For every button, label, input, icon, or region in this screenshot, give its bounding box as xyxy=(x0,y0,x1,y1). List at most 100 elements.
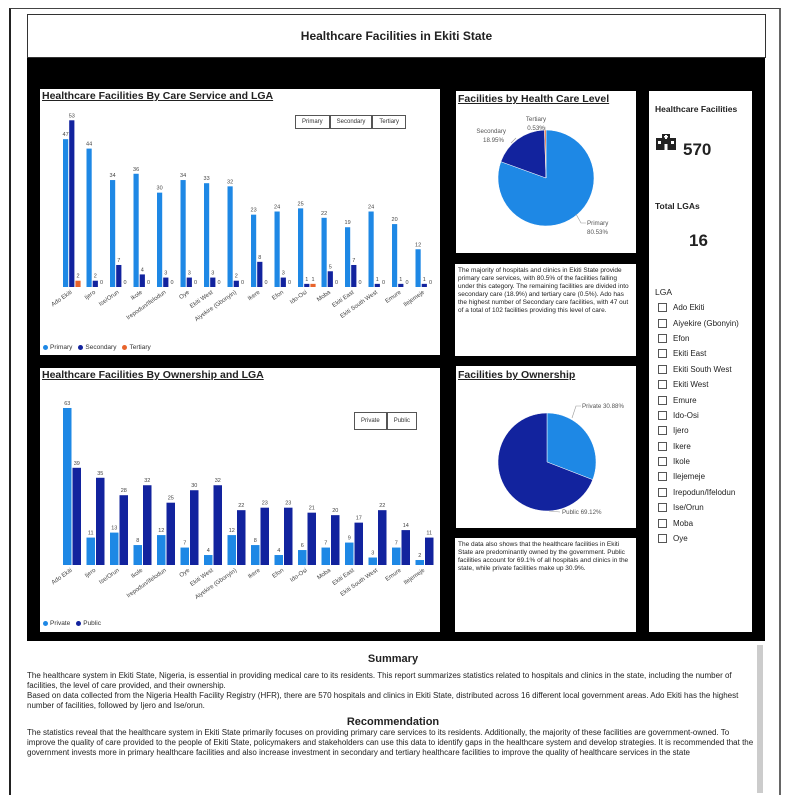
bar-public xyxy=(143,485,152,565)
bar-public xyxy=(307,512,316,565)
lga-option[interactable]: Emure xyxy=(658,392,739,407)
data-label-tertiary: 0 xyxy=(429,280,432,286)
lga-option[interactable]: Oye xyxy=(658,531,739,546)
bar-tertiary xyxy=(75,280,81,287)
data-label-secondary: 3 xyxy=(282,271,285,277)
lga-option[interactable]: Ikole xyxy=(658,454,739,469)
data-label-tertiary: 0 xyxy=(382,280,385,286)
care-legend: Primary Secondary Tertiary xyxy=(43,344,151,351)
x-tick-label: Aiyekire (Gbonyin) xyxy=(194,568,238,601)
slicer-primary[interactable]: Primary xyxy=(295,115,330,129)
bar-secondary xyxy=(233,280,239,287)
x-tick-label: Ido-Osi xyxy=(289,290,308,306)
lgas-label: Total LGAs xyxy=(655,201,700,211)
lga-option[interactable]: Ijero xyxy=(658,423,739,438)
data-label-private: 8 xyxy=(136,538,139,544)
data-label-secondary: 2 xyxy=(94,274,97,280)
x-tick-label: Emure xyxy=(385,567,403,582)
data-label-primary: 24 xyxy=(274,205,280,211)
checkbox[interactable] xyxy=(658,457,667,467)
checkbox[interactable] xyxy=(658,364,667,374)
bar-primary xyxy=(227,186,233,287)
report-frame xyxy=(9,8,781,795)
lga-option[interactable]: Ikere xyxy=(658,439,739,454)
scrollbar[interactable] xyxy=(757,645,763,793)
bar-primary xyxy=(274,211,280,287)
care-slicer[interactable]: Primary Secondary Tertiary xyxy=(295,115,407,129)
pie-slice-primary xyxy=(497,129,595,227)
lga-option[interactable]: Ise/Orun xyxy=(658,500,739,515)
legend-public: Public xyxy=(76,620,101,627)
bar-private xyxy=(415,560,424,565)
pie-slice-private xyxy=(546,412,597,481)
bar-private xyxy=(392,547,401,565)
ownership-slicer[interactable]: Private Public xyxy=(354,412,418,430)
level-chart-title: Facilities by Health Care Level xyxy=(458,93,610,105)
lga-option[interactable]: Ido-Osi xyxy=(658,408,739,423)
lga-option[interactable]: Ado Ekiti xyxy=(658,300,739,315)
bar-private xyxy=(345,542,354,565)
slicer-secondary[interactable]: Secondary xyxy=(329,115,373,129)
data-label-primary: 30 xyxy=(157,186,163,192)
leader-line-tertiary xyxy=(539,126,546,130)
checkbox[interactable] xyxy=(658,472,667,482)
x-tick-label: Efon xyxy=(271,290,285,302)
x-tick-label: Ikole xyxy=(130,567,144,580)
level-note-panel: The majority of hospitals and clinics in… xyxy=(455,264,636,356)
slicer-public[interactable]: Public xyxy=(386,412,418,430)
ownership-panel: Healthcare Facilities By Ownership and L… xyxy=(40,368,440,632)
bar-primary xyxy=(298,208,304,287)
lga-option[interactable]: Moba xyxy=(658,515,739,530)
data-label-public: 28 xyxy=(121,488,127,494)
page-title: Healthcare Facilities in Ekiti State xyxy=(27,14,766,58)
data-label-tertiary: 0 xyxy=(264,280,267,286)
checkbox[interactable] xyxy=(658,441,667,451)
ownership-pie-chart: Private 30.88% Public 69.12% xyxy=(497,403,624,516)
checkbox[interactable] xyxy=(658,303,667,313)
lga-option[interactable]: Ekiti West xyxy=(658,377,739,392)
lga-option-label: Oye xyxy=(673,534,688,544)
bar-private xyxy=(110,532,119,565)
checkbox[interactable] xyxy=(658,426,667,436)
checkbox[interactable] xyxy=(658,534,667,544)
legend-tertiary: Tertiary xyxy=(122,344,151,351)
data-label-tertiary: 0 xyxy=(147,280,150,286)
checkbox[interactable] xyxy=(658,333,667,343)
bar-public xyxy=(401,530,410,565)
data-label-public: 23 xyxy=(285,501,291,507)
lga-option[interactable]: Efon xyxy=(658,331,739,346)
checkbox[interactable] xyxy=(658,503,667,513)
checkbox[interactable] xyxy=(658,487,667,497)
lga-option[interactable]: Irepodun/Ifelodun xyxy=(658,485,739,500)
checkbox[interactable] xyxy=(658,410,667,420)
lga-option[interactable]: Aiyekire (Gbonyin) xyxy=(658,315,739,330)
bar-private xyxy=(251,545,260,565)
lga-option-label: Efon xyxy=(673,333,690,343)
checkbox[interactable] xyxy=(658,395,667,405)
x-tick-label: Ilejemeje xyxy=(403,567,427,586)
lga-option[interactable]: Ekiti South West xyxy=(658,362,739,377)
checkbox[interactable] xyxy=(658,518,667,528)
bar-secondary xyxy=(304,283,310,287)
data-label-secondary: 3 xyxy=(211,271,214,277)
checkbox[interactable] xyxy=(658,349,667,359)
data-label-tertiary: 0 xyxy=(194,280,197,286)
lga-option[interactable]: Ilejemeje xyxy=(658,469,739,484)
data-label-public: 30 xyxy=(191,483,197,489)
checkbox[interactable] xyxy=(658,380,667,390)
data-label-primary: 32 xyxy=(227,179,233,185)
slicer-tertiary[interactable]: Tertiary xyxy=(372,115,407,129)
lga-option-label: Irepodun/Ifelodun xyxy=(673,487,736,497)
data-label-secondary: 1 xyxy=(399,277,402,283)
bar-public xyxy=(260,507,269,565)
legend-secondary: Secondary xyxy=(78,344,116,351)
checkbox[interactable] xyxy=(658,318,667,328)
hospital-icon xyxy=(656,134,676,150)
slicer-private[interactable]: Private xyxy=(354,412,387,430)
label-tertiary-pct: 0.53% xyxy=(527,125,545,132)
bar-private xyxy=(298,550,307,565)
data-label-primary: 25 xyxy=(298,201,304,207)
bar-private xyxy=(133,545,142,565)
lga-option[interactable]: Ekiti East xyxy=(658,346,739,361)
lga-option-label: Emure xyxy=(673,395,697,405)
